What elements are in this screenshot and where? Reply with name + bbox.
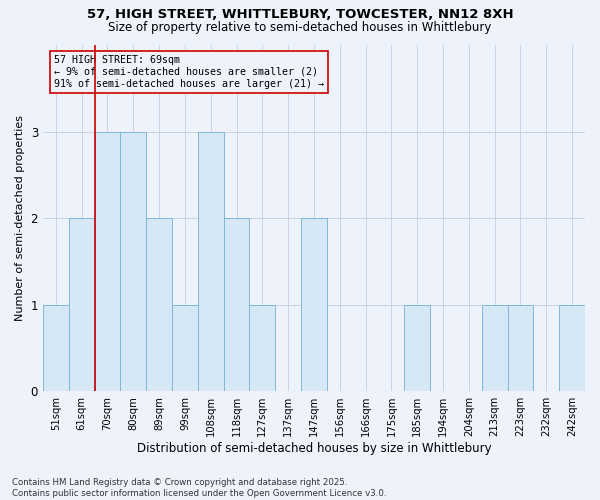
X-axis label: Distribution of semi-detached houses by size in Whittlebury: Distribution of semi-detached houses by …: [137, 442, 491, 455]
Text: 57, HIGH STREET, WHITTLEBURY, TOWCESTER, NN12 8XH: 57, HIGH STREET, WHITTLEBURY, TOWCESTER,…: [86, 8, 514, 20]
Bar: [198, 132, 224, 391]
Bar: [250, 304, 275, 391]
Bar: [482, 304, 508, 391]
Y-axis label: Number of semi-detached properties: Number of semi-detached properties: [15, 115, 25, 321]
Bar: [559, 304, 585, 391]
Bar: [404, 304, 430, 391]
Bar: [95, 132, 121, 391]
Bar: [301, 218, 327, 391]
Text: Contains HM Land Registry data © Crown copyright and database right 2025.
Contai: Contains HM Land Registry data © Crown c…: [12, 478, 386, 498]
Bar: [224, 218, 250, 391]
Bar: [508, 304, 533, 391]
Bar: [43, 304, 69, 391]
Bar: [146, 218, 172, 391]
Text: 57 HIGH STREET: 69sqm
← 9% of semi-detached houses are smaller (2)
91% of semi-d: 57 HIGH STREET: 69sqm ← 9% of semi-detac…: [54, 56, 324, 88]
Bar: [121, 132, 146, 391]
Bar: [172, 304, 198, 391]
Bar: [69, 218, 95, 391]
Text: Size of property relative to semi-detached houses in Whittlebury: Size of property relative to semi-detach…: [109, 21, 491, 34]
